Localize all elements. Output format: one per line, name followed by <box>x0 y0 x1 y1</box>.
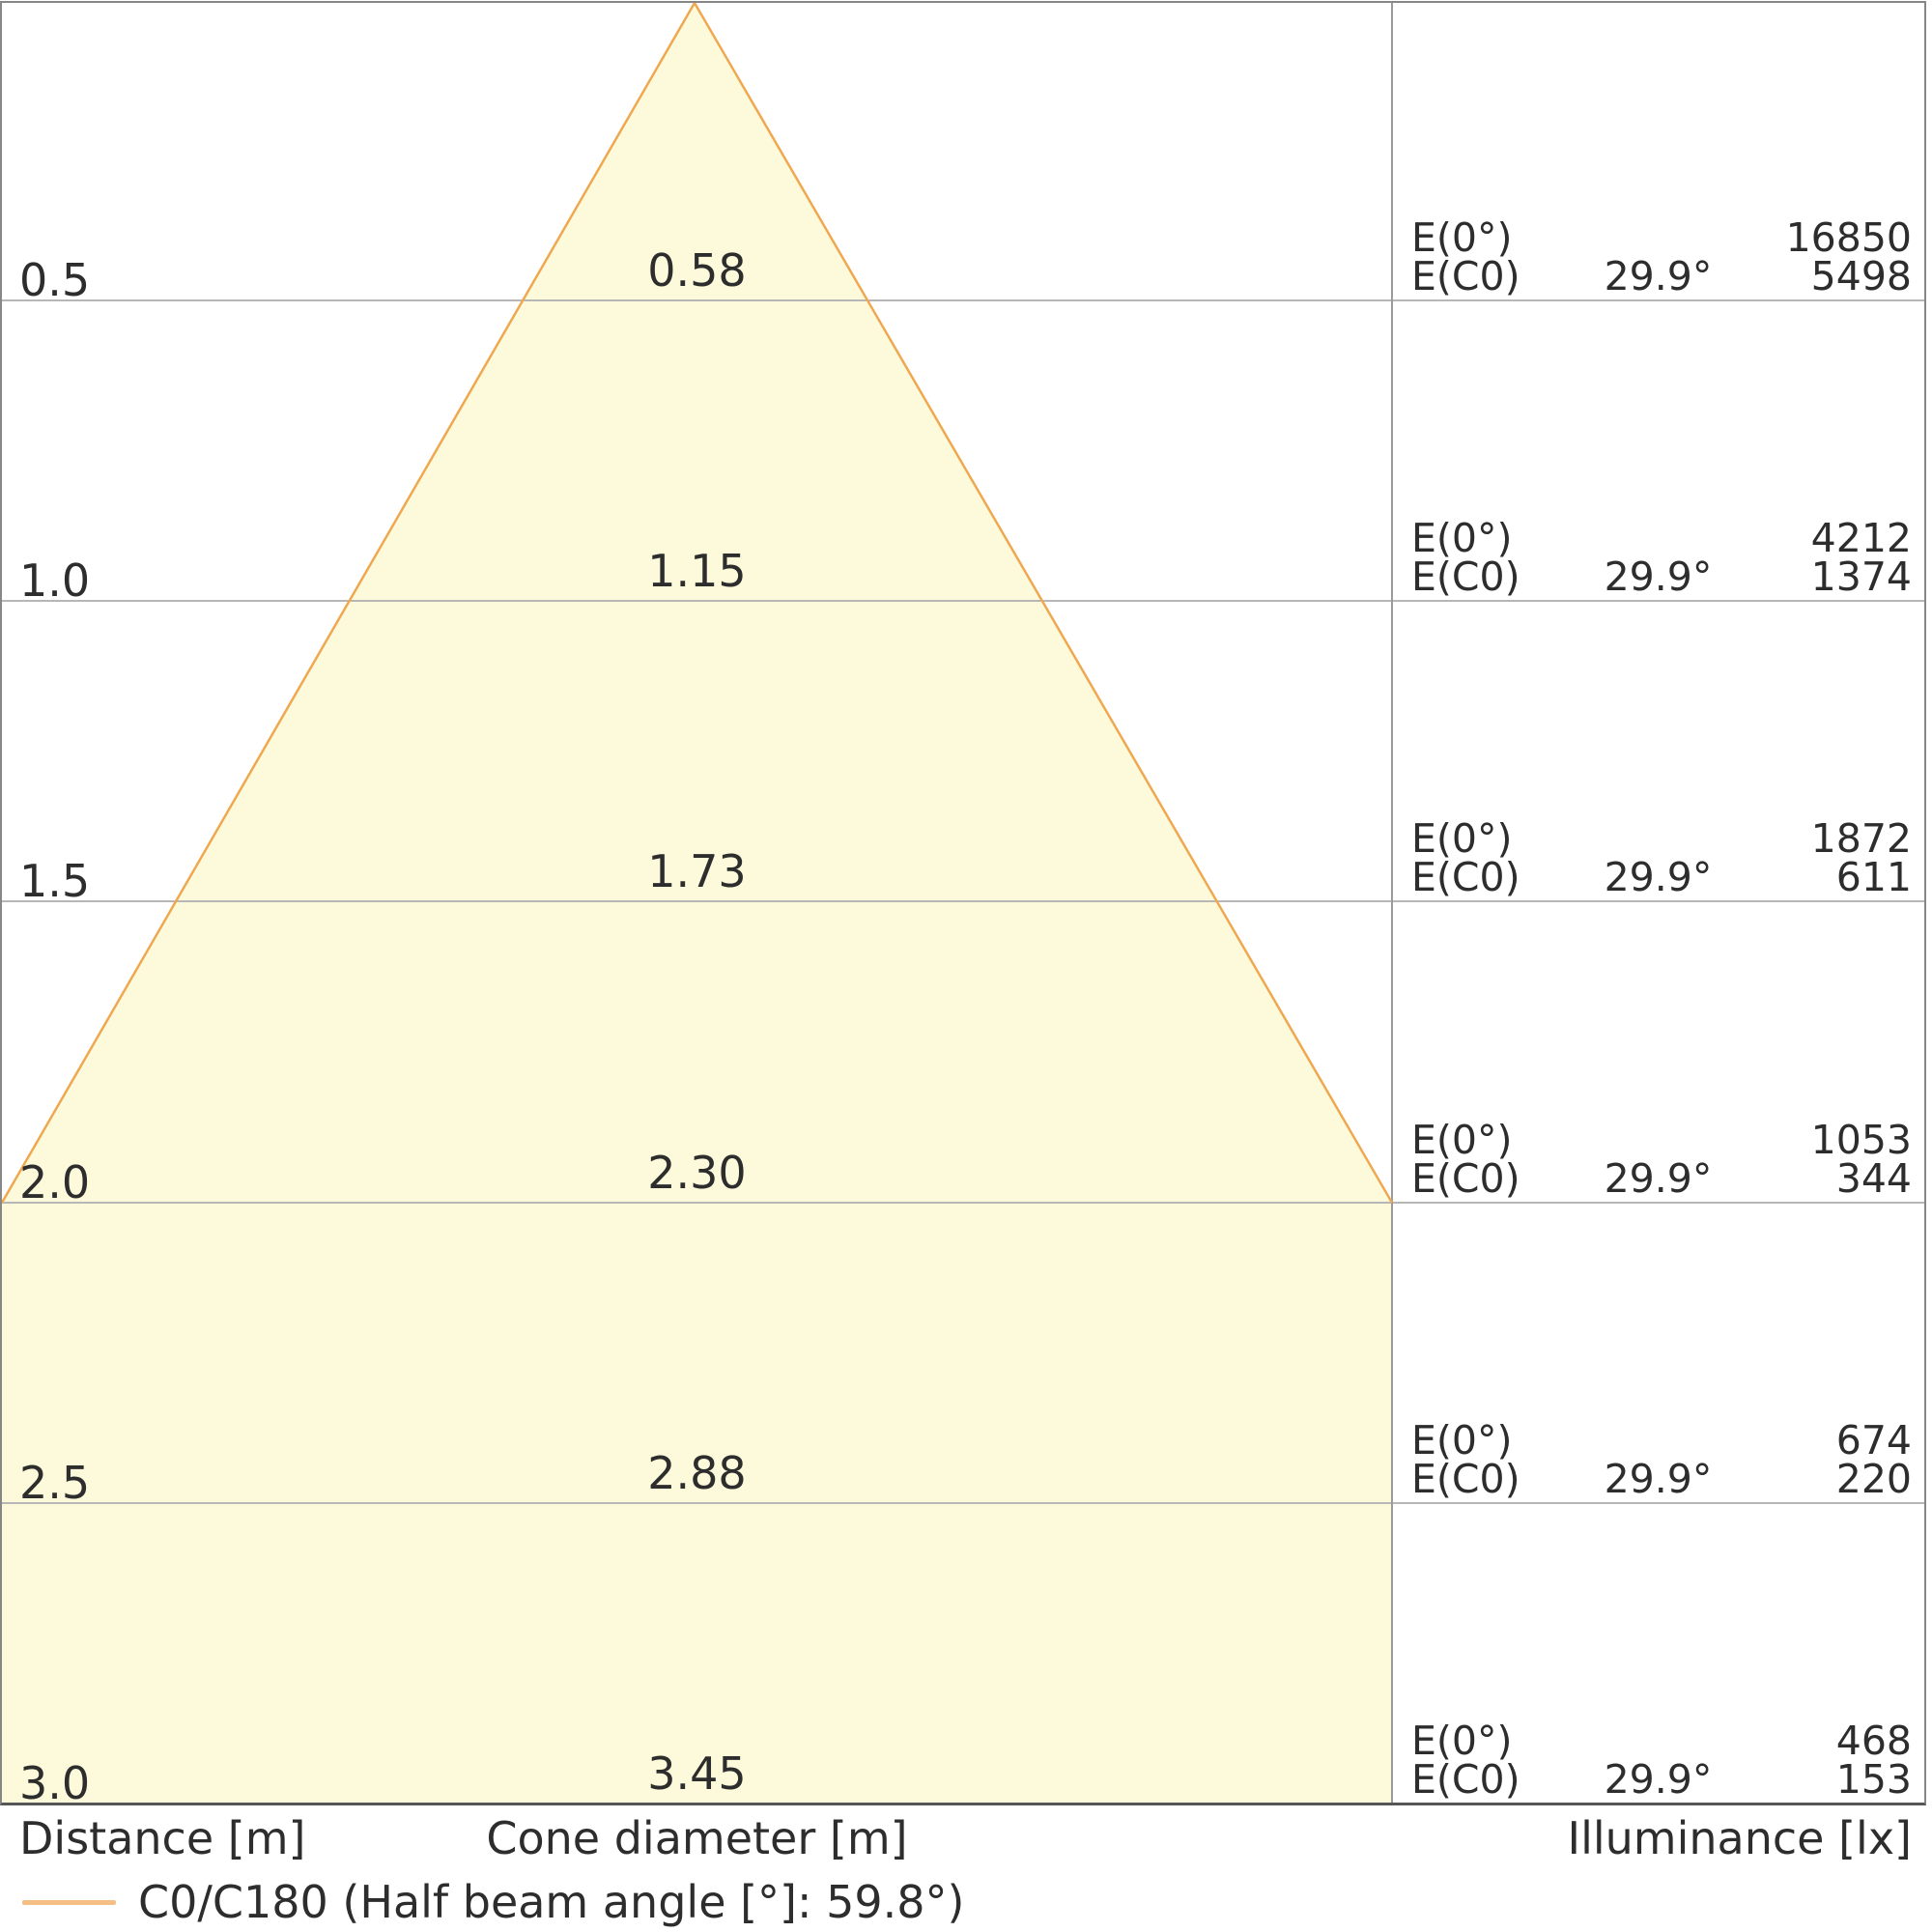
distance-tick-2-5: 2.5 <box>19 1457 91 1509</box>
illuminance-row-1-5m: E(0°) 1872 E(C0) 29.9° 611 <box>1392 819 1924 898</box>
ec0-label: E(C0) <box>1411 854 1520 900</box>
half-beam-angle-value: 29.9° <box>1604 554 1713 600</box>
e0-label: E(0°) <box>1411 214 1513 261</box>
ec0-label: E(C0) <box>1411 1456 1520 1502</box>
e0-value: 4212 <box>1810 515 1912 561</box>
e0-value: 468 <box>1835 1718 1912 1764</box>
half-beam-angle-value: 29.9° <box>1604 1456 1713 1502</box>
illuminance-row-0-5m: E(0°) 16850 E(C0) 29.9° 5498 <box>1392 218 1924 298</box>
ec0-value: 611 <box>1835 854 1912 900</box>
light-cone-fill <box>2 3 1392 1804</box>
illuminance-row-2-0m: E(0°) 1053 E(C0) 29.9° 344 <box>1392 1121 1924 1200</box>
beam-edge-left <box>2 3 696 1204</box>
ec0-value: 1374 <box>1810 554 1912 600</box>
ec0-value: 153 <box>1835 1756 1912 1803</box>
e0-value: 16850 <box>1785 214 1912 261</box>
ec0-value: 5498 <box>1810 253 1912 299</box>
distance-tick-1-0: 1.0 <box>19 554 91 607</box>
ec0-value: 344 <box>1835 1155 1912 1202</box>
legend-line-swatch <box>22 1900 116 1905</box>
ec0-label: E(C0) <box>1411 1756 1520 1803</box>
plot-area <box>2 3 1924 1804</box>
illuminance-axis-label: Illuminance [lx] <box>1567 1812 1912 1864</box>
e0-label: E(0°) <box>1411 815 1513 862</box>
half-beam-angle-value: 29.9° <box>1604 1756 1713 1803</box>
half-beam-angle-value: 29.9° <box>1604 253 1713 299</box>
distance-tick-2-0: 2.0 <box>19 1156 91 1208</box>
e0-value: 1872 <box>1810 815 1912 862</box>
cone-diameter-axis-label: Cone diameter [m] <box>486 1812 908 1864</box>
distance-tick-3-0: 3.0 <box>19 1757 91 1809</box>
half-beam-angle-value: 29.9° <box>1604 1155 1713 1202</box>
distance-tick-1-5: 1.5 <box>19 855 91 907</box>
legend-label: C0/C180 (Half beam angle [°]: 59.8°) <box>138 1876 965 1928</box>
e0-label: E(0°) <box>1411 1117 1513 1163</box>
ec0-label: E(C0) <box>1411 253 1520 299</box>
cone-diameter-0-5: 0.58 <box>647 244 747 297</box>
beam-edge-right <box>693 3 1394 1204</box>
illuminance-row-1-0m: E(0°) 4212 E(C0) 29.9° 1374 <box>1392 519 1924 598</box>
illuminance-row-3-0m: E(0°) 468 E(C0) 29.9° 153 <box>1392 1721 1924 1801</box>
distance-axis-label: Distance [m] <box>19 1812 306 1864</box>
legend: C0/C180 (Half beam angle [°]: 59.8°) <box>0 1874 1932 1932</box>
e0-label: E(0°) <box>1411 515 1513 561</box>
half-beam-angle-value: 29.9° <box>1604 854 1713 900</box>
e0-value: 1053 <box>1810 1117 1912 1163</box>
e0-value: 674 <box>1835 1417 1912 1463</box>
illuminance-row-2-5m: E(0°) 674 E(C0) 29.9° 220 <box>1392 1421 1924 1500</box>
e0-label: E(0°) <box>1411 1417 1513 1463</box>
distance-tick-0-5: 0.5 <box>19 254 91 306</box>
cone-diameter-1-5: 1.73 <box>647 845 747 897</box>
cone-diameter-3-0: 3.45 <box>647 1747 747 1800</box>
e0-label: E(0°) <box>1411 1718 1513 1764</box>
cone-diameter-2-0: 2.30 <box>647 1147 747 1199</box>
ec0-label: E(C0) <box>1411 1155 1520 1202</box>
ec0-label: E(C0) <box>1411 554 1520 600</box>
ec0-value: 220 <box>1835 1456 1912 1502</box>
cone-diameter-1-0: 1.15 <box>647 545 747 597</box>
cone-diameter-2-5: 2.88 <box>647 1447 747 1499</box>
